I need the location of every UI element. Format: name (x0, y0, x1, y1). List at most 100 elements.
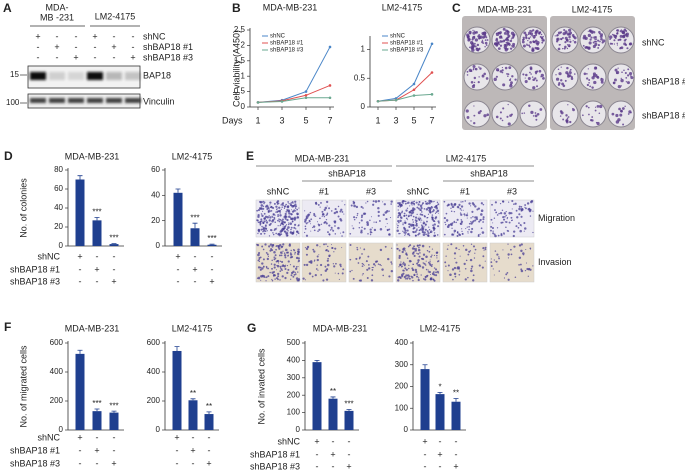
significance: *** (92, 208, 101, 217)
cell (466, 226, 468, 228)
colony (511, 44, 515, 48)
cell (349, 258, 352, 261)
colony (616, 32, 619, 34)
cell (319, 263, 323, 267)
cell (276, 202, 278, 204)
cell (332, 263, 335, 265)
cell (319, 217, 321, 220)
column-label: shNC (407, 186, 430, 196)
field-image (301, 199, 347, 238)
sign: + (77, 432, 82, 442)
chart-title: LM2-4175 (172, 151, 213, 161)
cell (289, 256, 292, 259)
colony (620, 78, 624, 83)
cell (278, 254, 281, 257)
colony (478, 66, 480, 68)
cell (284, 276, 287, 280)
sign: - (37, 52, 40, 62)
error-bar (453, 398, 459, 402)
cell (397, 209, 399, 211)
colony (556, 33, 559, 37)
cell (321, 210, 324, 213)
cell (508, 211, 511, 215)
cell (340, 232, 342, 234)
cell (435, 274, 438, 277)
cell (398, 256, 401, 260)
cell (408, 211, 412, 214)
cell (277, 262, 280, 264)
cell (415, 229, 418, 231)
cell (433, 208, 435, 211)
colony (568, 71, 572, 75)
colony (594, 42, 598, 46)
cell (353, 204, 356, 208)
colony (475, 32, 477, 34)
colony (616, 72, 618, 74)
colony (530, 73, 532, 75)
cell (412, 227, 415, 230)
cell (325, 268, 329, 271)
cell (334, 272, 336, 274)
colony (523, 112, 526, 114)
chart-title: LM2-4175 (382, 2, 423, 12)
y-tick-label: 0 (156, 241, 161, 250)
column-label: shNC (267, 186, 290, 196)
cell (478, 220, 481, 223)
cell (316, 264, 318, 266)
cell (513, 203, 515, 205)
cell (372, 266, 374, 269)
cell (525, 248, 527, 251)
colony (620, 85, 622, 87)
cell (260, 218, 263, 221)
cell (520, 268, 523, 271)
cell (294, 251, 297, 254)
cell (484, 248, 487, 251)
cell (397, 224, 399, 227)
well (551, 100, 579, 128)
cell (532, 231, 534, 234)
cell-line: MDA-MB-231 (295, 153, 350, 163)
cell (496, 253, 499, 256)
colony (510, 38, 513, 40)
cell (484, 246, 487, 249)
colony (616, 29, 620, 32)
y-tick-label: 2.5 (234, 25, 246, 34)
cell (417, 252, 420, 255)
cell (425, 268, 428, 271)
cell (411, 267, 414, 270)
cell (284, 205, 287, 208)
cell (277, 272, 280, 276)
legend-label: shNC (390, 34, 406, 40)
cell (374, 200, 378, 203)
cell (445, 265, 447, 268)
colony (588, 79, 591, 82)
cell (371, 274, 374, 277)
cell (265, 225, 267, 228)
cell (351, 225, 353, 227)
cell (443, 200, 446, 203)
cell (421, 227, 423, 229)
cell (397, 205, 400, 208)
cell (525, 207, 527, 210)
colony (609, 38, 611, 41)
cell (342, 268, 345, 271)
cell (256, 219, 259, 222)
row-label: shNC (642, 37, 665, 47)
cell (403, 263, 406, 266)
cell (298, 207, 300, 209)
colony (466, 116, 470, 119)
cell (530, 200, 533, 204)
colony (591, 116, 594, 118)
colony (485, 44, 488, 47)
cell-line: LM2-4175 (572, 4, 613, 14)
sign: - (455, 449, 458, 459)
cell (277, 233, 280, 236)
colony (558, 72, 562, 76)
colony (507, 36, 510, 39)
cell (277, 213, 279, 216)
colony (522, 38, 525, 41)
point (304, 90, 308, 93)
cell (428, 250, 431, 253)
colony (524, 77, 526, 79)
